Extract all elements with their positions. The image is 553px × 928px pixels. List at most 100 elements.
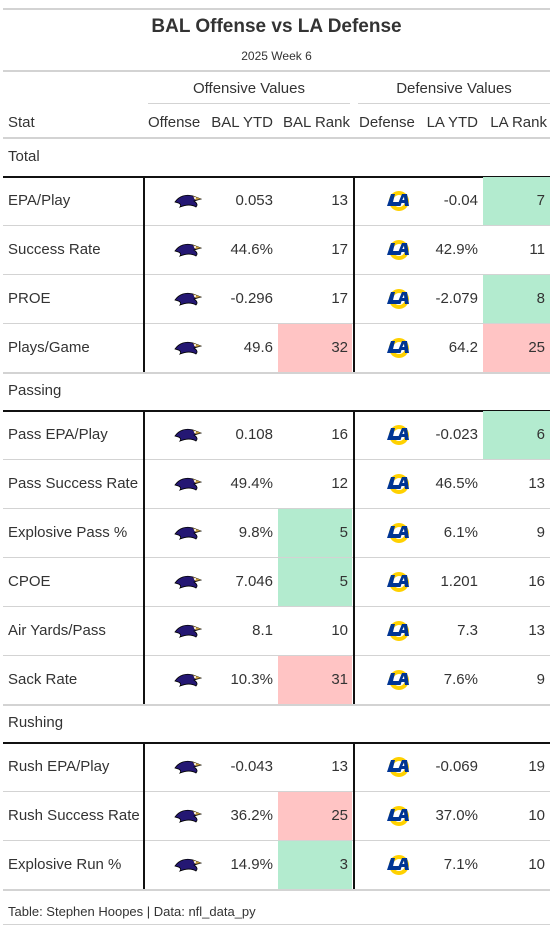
- def-ytd-value: 1.201: [440, 573, 478, 590]
- row-rule: [3, 323, 550, 324]
- stat-label: Explosive Pass %: [8, 524, 128, 541]
- off-rank-value: 16: [331, 426, 348, 443]
- row-rule: [3, 274, 550, 275]
- group-rule: [3, 176, 550, 178]
- off-ytd-value: 10.3%: [230, 671, 273, 688]
- off-rank-value: 5: [339, 573, 348, 590]
- off-ytd-value: 49.6: [243, 339, 273, 356]
- stat-label: Success Rate: [8, 241, 101, 258]
- row-rule: [3, 557, 550, 558]
- col-header-stat: Stat: [8, 114, 35, 131]
- off-ytd-value: 14.9%: [230, 856, 273, 873]
- spanner-defensive-values: Defensive Values: [396, 80, 512, 97]
- row-rule: [3, 459, 550, 460]
- col-header-off-ytd: BAL YTD: [211, 114, 273, 131]
- rank-highlight: [278, 792, 352, 840]
- off-rank-value: 13: [331, 758, 348, 775]
- def-rank-value: 13: [528, 475, 545, 492]
- def-ytd-value: 7.1%: [443, 856, 478, 873]
- rank-highlight: [278, 841, 352, 889]
- spanner-offensive-values: Offensive Values: [192, 80, 305, 97]
- rams-logo-icon: [385, 755, 415, 784]
- stat-label: Plays/Game: [8, 339, 90, 356]
- rams-logo-icon: [385, 521, 415, 550]
- off-rank-value: 5: [339, 524, 348, 541]
- rams-logo-icon: [385, 189, 415, 218]
- table-subtitle: 2025 Week 6: [241, 49, 312, 63]
- off-ytd-value: -0.296: [230, 290, 273, 307]
- offense-divider: [143, 742, 145, 889]
- def-rank-value: 11: [529, 241, 545, 258]
- rams-logo-icon: [385, 853, 415, 882]
- off-ytd-value: 9.8%: [238, 524, 273, 541]
- ravens-logo-icon: [174, 808, 203, 829]
- col-header-off-rank: BAL Rank: [283, 114, 350, 131]
- ravens-logo-icon: [174, 193, 203, 214]
- ravens-logo-icon: [174, 857, 203, 878]
- ravens-logo-icon: [174, 574, 203, 595]
- rams-logo-icon: [385, 287, 415, 316]
- rank-highlight: [278, 558, 352, 606]
- off-rank-value: 25: [331, 807, 348, 824]
- off-rank-value: 17: [331, 241, 348, 258]
- group-rule: [3, 742, 550, 744]
- ravens-logo-icon: [174, 291, 203, 312]
- def-rank-value: 8: [536, 290, 545, 307]
- def-ytd-value: -2.079: [435, 290, 478, 307]
- row-rule: [3, 889, 550, 891]
- defense-divider: [353, 410, 355, 704]
- stat-label: PROE: [8, 290, 51, 307]
- ravens-logo-icon: [174, 672, 203, 693]
- def-rank-value: 19: [528, 758, 545, 775]
- def-rank-value: 7: [536, 192, 545, 209]
- col-header-defense: Defense: [359, 114, 415, 131]
- stat-label: Pass EPA/Play: [8, 426, 108, 443]
- ravens-logo-icon: [174, 525, 203, 546]
- off-ytd-value: 0.108: [235, 426, 273, 443]
- offense-divider: [143, 176, 145, 372]
- rams-logo-icon: [385, 668, 415, 697]
- def-rank-value: 10: [528, 856, 545, 873]
- spanner-defense-rule: [358, 103, 550, 104]
- rams-logo-icon: [385, 238, 415, 267]
- rank-highlight: [483, 324, 550, 372]
- table-title: BAL Offense vs LA Defense: [151, 16, 402, 37]
- off-rank-value: 3: [339, 856, 348, 873]
- rams-logo-icon: [385, 570, 415, 599]
- rank-highlight: [483, 411, 550, 459]
- rams-logo-icon: [385, 336, 415, 365]
- stat-label: Sack Rate: [8, 671, 78, 688]
- row-rule: [3, 508, 550, 509]
- rams-logo-icon: [385, 423, 415, 452]
- off-ytd-value: 36.2%: [230, 807, 273, 824]
- def-rank-value: 16: [528, 573, 545, 590]
- col-header-def-rank: LA Rank: [490, 114, 547, 131]
- def-rank-value: 25: [528, 339, 545, 356]
- def-ytd-value: 6.1%: [443, 524, 478, 541]
- off-ytd-value: 8.1: [252, 622, 273, 639]
- rams-logo-icon: [385, 619, 415, 648]
- def-rank-value: 13: [528, 622, 545, 639]
- def-ytd-value: -0.069: [435, 758, 478, 775]
- row-rule: [3, 840, 550, 841]
- stat-label: Pass Success Rate: [8, 475, 139, 492]
- def-rank-value: 6: [536, 426, 545, 443]
- row-rule: [3, 606, 550, 607]
- off-rank-value: 17: [331, 290, 348, 307]
- group-label: Total: [8, 148, 40, 165]
- group-label: Rushing: [8, 714, 64, 731]
- def-ytd-value: 7.3: [457, 622, 478, 639]
- row-rule: [3, 791, 550, 792]
- ravens-logo-icon: [174, 340, 203, 361]
- off-rank-value: 13: [331, 192, 348, 209]
- stat-label: CPOE: [8, 573, 51, 590]
- row-rule: [3, 372, 550, 374]
- off-ytd-value: 44.6%: [230, 241, 273, 258]
- rank-highlight: [278, 509, 352, 557]
- def-ytd-value: 64.2: [448, 339, 478, 356]
- ravens-logo-icon: [174, 759, 203, 780]
- header-top-rule: [3, 70, 550, 72]
- def-ytd-value: 42.9%: [435, 241, 478, 258]
- def-ytd-value: -0.04: [443, 192, 478, 209]
